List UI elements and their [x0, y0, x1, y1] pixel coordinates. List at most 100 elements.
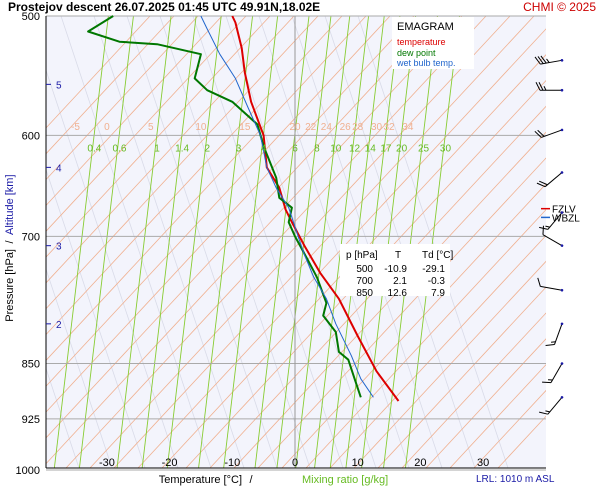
mixing-ratio-line — [254, 16, 310, 468]
isotherm-label: 10 — [195, 122, 207, 133]
isotherm-label: 26 — [340, 122, 352, 133]
dry-adiabat — [324, 16, 476, 468]
wind-barb-flag — [545, 344, 555, 347]
dry-adiabat — [258, 16, 410, 468]
saturated-adiabat — [161, 54, 546, 468]
lrl-label: LRL: 1010 m ASL — [476, 474, 555, 485]
series-layer — [87, 15, 400, 402]
mixing-ratio-line — [314, 16, 370, 468]
wind-barb-shaft — [544, 172, 563, 188]
mixing-ratio-label: 14 — [365, 144, 377, 155]
mixing-ratio-label: 1 — [154, 144, 160, 155]
stats-table: p [hPa] T Td [°C] 500 -10.9 -29.1 700 2.1 -0.3 85… — [346, 250, 453, 299]
wind-barb-base — [560, 59, 564, 62]
wind-barb-flag — [539, 411, 548, 415]
wind-barb-base — [560, 362, 564, 365]
wind-barb-base — [560, 288, 564, 292]
legend-wetbulb: wet bulb temp. — [396, 58, 456, 68]
mixing-ratio-label: 0.4 — [87, 144, 101, 155]
saturated-adiabat — [185, 79, 546, 468]
isotherm-label: 28 — [352, 122, 364, 133]
mixing-ratio-line — [405, 16, 460, 468]
dry-adiabat — [60, 16, 212, 468]
altitude-tick-label: 2 — [56, 320, 62, 331]
wind-barb-flag — [534, 130, 542, 138]
series-wet-bulb-temp- — [200, 15, 374, 398]
wind-barb-flag — [542, 225, 544, 235]
wind-barb — [542, 362, 564, 384]
mixing-ratio-line — [78, 16, 134, 468]
table-header: Td [°C] — [422, 250, 453, 261]
wind-barb-half-flag — [548, 379, 553, 381]
mixing-ratio-label: 2 — [204, 144, 210, 155]
dry-adiabat — [159, 16, 311, 468]
chart-title: Prostejov descent 26.07.2025 01:45 UTC 4… — [8, 0, 321, 14]
mixing-ratio-label: 3 — [236, 144, 242, 155]
y-axis-label-altitude: Altitude [km] — [4, 174, 16, 235]
mixing-ratio-line — [166, 16, 222, 468]
dry-adiabat — [46, 168, 146, 468]
dry-adiabat — [357, 16, 509, 468]
wind-barb — [535, 82, 564, 92]
x-tick-label: 20 — [414, 457, 426, 469]
wind-barb-flag — [536, 182, 546, 188]
isotherm-label: 0 — [104, 122, 110, 133]
table-cell: -29.1 — [422, 264, 445, 275]
wind-barb-half-flag — [545, 225, 550, 228]
x-tick-label: 30 — [477, 457, 489, 469]
saturated-adiabat — [46, 16, 295, 284]
table-header: p [hPa] — [346, 250, 378, 261]
saturated-adiabat — [473, 389, 546, 468]
saturated-adiabat — [46, 16, 247, 232]
level-label-wbzl: WBZL — [552, 213, 580, 224]
mixing-ratio-line — [276, 16, 332, 468]
saturated-adiabat — [425, 338, 546, 468]
isotherm-label: 5 — [148, 122, 154, 133]
wind-barb — [539, 396, 564, 415]
dry-adiabat — [46, 367, 80, 468]
saturated-adiabat — [113, 16, 535, 468]
mixing-ratio-line — [295, 16, 351, 468]
isotherm-label: 34 — [402, 122, 414, 133]
legend-title: EMAGRAM — [397, 21, 454, 33]
mixing-ratio-label: 4 — [261, 144, 267, 155]
wind-barb-flag — [537, 277, 541, 287]
altitude-tick-label: 4 — [56, 163, 62, 174]
grid-layer — [45, 15, 546, 471]
copyright-label: CHMI © 2025 — [523, 0, 596, 14]
saturated-adiabat — [449, 364, 546, 468]
wind-barb-half-flag — [551, 341, 556, 343]
mixing-ratio-label: 17 — [380, 144, 392, 155]
saturated-adiabat — [46, 16, 463, 465]
wind-barb-base — [560, 171, 564, 174]
wind-barb-half-flag — [543, 86, 547, 91]
mixing-ratio-label: 20 — [396, 144, 408, 155]
level-label-fzlv: FZLV — [552, 205, 576, 216]
mixing-ratio-line — [345, 16, 401, 468]
x-tick-label: 0 — [292, 457, 298, 469]
wind-barb-half-flag — [546, 58, 550, 63]
isotherm-label: 15 — [239, 122, 251, 133]
mixing-ratio-label: 1.4 — [175, 144, 189, 155]
x-tick-label: 10 — [352, 457, 364, 469]
wind-barb-flag — [542, 381, 552, 384]
dry-adiabat — [192, 16, 344, 468]
mixing-ratio-line — [329, 16, 385, 468]
x-tick-label: -10 — [224, 457, 240, 469]
saturated-adiabat — [281, 183, 546, 468]
saturated-adiabat — [233, 131, 546, 468]
wind-barb-base — [560, 244, 564, 247]
wind-barb-flag — [537, 56, 544, 64]
wind-barb — [545, 322, 564, 347]
wind-barb-flag — [538, 82, 544, 91]
wind-barb-base — [560, 396, 564, 399]
legend-dewpoint: dew point — [397, 48, 436, 58]
mixing-ratio-label: 0.6 — [112, 144, 126, 155]
saturated-adiabat — [329, 234, 546, 468]
saturated-adiabat — [257, 157, 546, 468]
isotherm-label: 20 — [289, 122, 301, 133]
series-dew-point — [87, 15, 362, 398]
saturated-adiabat — [46, 16, 175, 155]
y-tick-label: 850 — [22, 359, 40, 371]
